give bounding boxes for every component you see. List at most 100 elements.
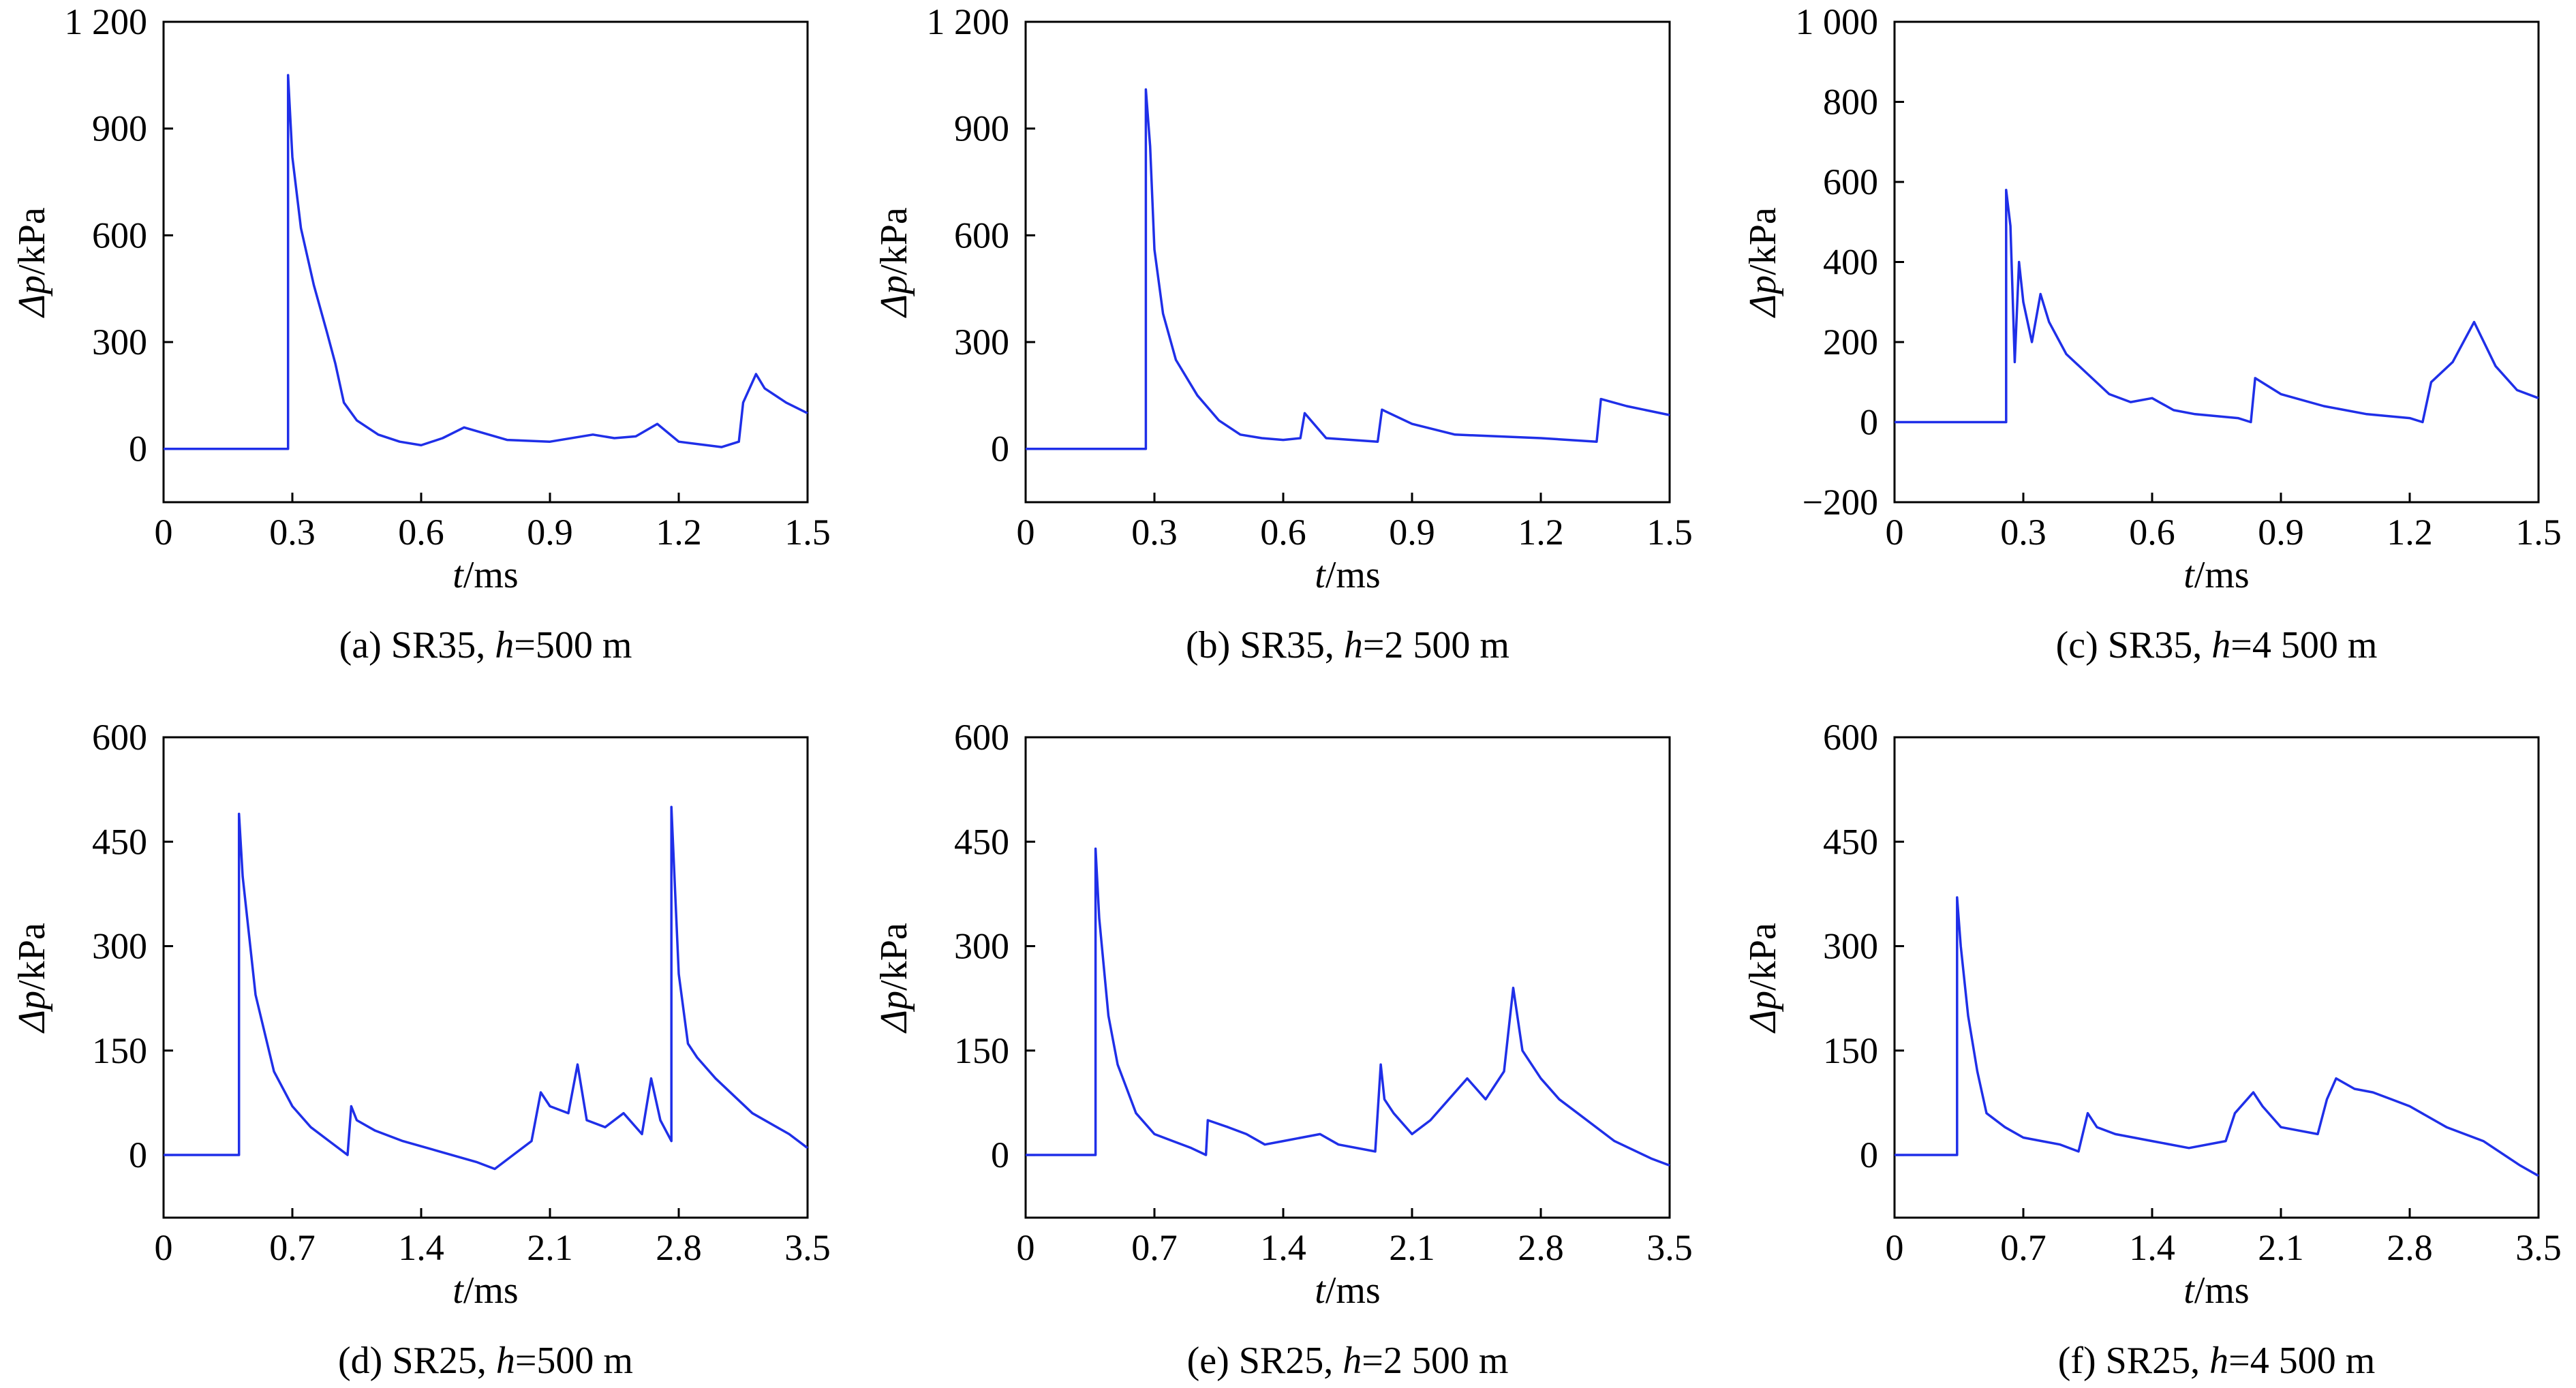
plot-frame — [162, 20, 809, 504]
y-tick-label: 150 — [1823, 1030, 1878, 1071]
y-axis-unit: /kPa — [873, 207, 915, 275]
y-axis-label: Δp/kPa — [11, 923, 53, 1034]
y-axis-unit: /kPa — [11, 923, 53, 991]
y-tick-label: −200 — [1803, 482, 1878, 523]
y-axis-var: Δp — [1742, 991, 1784, 1034]
panel-caption: (a) SR35, h=500 m — [339, 624, 632, 666]
y-tick-label: 600 — [954, 215, 1009, 256]
caption-prefix: (e) SR25, — [1187, 1340, 1343, 1382]
caption-var: h — [1344, 624, 1363, 666]
chart-panel-4: 0 0.7 1.4 2.1 2.8 3.5 0 150 300 450 600 t/ms Δp/kPa (… — [873, 717, 1693, 1382]
x-axis-var: t — [1315, 1269, 1326, 1312]
plot-frame — [1893, 736, 2540, 1219]
x-tick-label: 0 — [1017, 512, 1035, 553]
x-tick-label: 3.5 — [1646, 1227, 1693, 1268]
caption-suffix: =4 500 m — [2228, 1340, 2375, 1382]
panel-caption: (f) SR25, h=4 500 m — [2058, 1340, 2376, 1382]
series-line — [164, 805, 809, 1171]
x-tick-label: 1.4 — [398, 1227, 444, 1268]
x-axis-var: t — [2183, 1269, 2195, 1312]
x-axis-unit: /ms — [463, 554, 519, 596]
x-tick-label: 2.1 — [527, 1227, 573, 1268]
caption-suffix: =500 m — [514, 624, 632, 666]
series-line — [1026, 847, 1670, 1167]
x-axis-unit: /ms — [2194, 1269, 2250, 1312]
x-axis-unit: /ms — [1325, 1269, 1381, 1312]
x-tick-label: 0.9 — [527, 512, 573, 553]
y-tick-label: 450 — [954, 821, 1009, 862]
plot-frame — [1024, 20, 1671, 504]
y-tick-label: 1 200 — [927, 1, 1010, 42]
x-axis-label: t/ms — [2183, 1269, 2249, 1312]
y-tick-label: 450 — [92, 821, 147, 862]
series-line — [1895, 896, 2539, 1177]
x-tick-label: 0.9 — [2258, 512, 2304, 553]
x-tick-label: 1.2 — [2387, 512, 2433, 553]
y-tick-label: 300 — [92, 926, 147, 967]
caption-suffix: =2 500 m — [1362, 1340, 1508, 1382]
y-tick-label: 900 — [92, 108, 147, 149]
y-tick-label: 600 — [954, 717, 1009, 758]
y-axis-label: Δp/kPa — [1742, 207, 1784, 318]
y-axis-unit: /kPa — [11, 207, 53, 275]
x-axis-var: t — [2183, 554, 2195, 596]
panel-caption: (e) SR25, h=2 500 m — [1187, 1340, 1509, 1382]
y-tick-label: 800 — [1823, 82, 1878, 123]
y-tick-label: 600 — [1823, 161, 1878, 202]
x-axis-label: t/ms — [1315, 1269, 1380, 1312]
y-axis-var: Δp — [11, 991, 53, 1034]
x-tick-label: 2.8 — [656, 1227, 702, 1268]
caption-var: h — [1343, 1340, 1362, 1382]
x-tick-label: 1.5 — [2515, 512, 2562, 553]
chart-panel-5: 0 0.7 1.4 2.1 2.8 3.5 0 150 300 450 600 t/ms Δp/kPa (… — [1742, 717, 2562, 1382]
y-tick-label: 1 000 — [1796, 1, 1879, 42]
y-tick-label: 0 — [991, 1135, 1009, 1175]
caption-var: h — [2211, 624, 2230, 666]
series-line — [1895, 189, 2539, 424]
x-tick-label: 0.6 — [1260, 512, 1306, 553]
panel-caption: (b) SR35, h=2 500 m — [1186, 624, 1509, 666]
y-tick-label: 600 — [92, 215, 147, 256]
caption-var: h — [496, 1340, 515, 1382]
y-axis-var: Δp — [11, 275, 53, 318]
x-tick-label: 3.5 — [784, 1227, 831, 1268]
y-axis-label: Δp/kPa — [873, 207, 915, 318]
caption-suffix: =2 500 m — [1363, 624, 1509, 666]
x-axis-label: t/ms — [453, 1269, 518, 1312]
series-line — [1026, 88, 1670, 450]
x-tick-label: 0.6 — [2129, 512, 2175, 553]
x-tick-label: 2.1 — [2258, 1227, 2304, 1268]
caption-var: h — [2209, 1340, 2228, 1382]
caption-prefix: (d) SR25, — [338, 1340, 496, 1382]
x-tick-label: 0 — [155, 1227, 173, 1268]
x-tick-label: 1.5 — [1646, 512, 1693, 553]
y-tick-label: 300 — [1823, 926, 1878, 967]
y-tick-label: 600 — [92, 717, 147, 758]
x-tick-label: 2.1 — [1389, 1227, 1435, 1268]
x-tick-label: 0 — [155, 512, 173, 553]
y-axis-unit: /kPa — [873, 923, 915, 991]
caption-prefix: (c) SR35, — [2056, 624, 2212, 666]
x-tick-label: 3.5 — [2515, 1227, 2562, 1268]
y-tick-label: 0 — [129, 1135, 147, 1175]
x-tick-label: 0 — [1886, 1227, 1904, 1268]
x-tick-label: 0.3 — [269, 512, 316, 553]
x-tick-label: 0.7 — [2000, 1227, 2046, 1268]
y-tick-label: 400 — [1823, 242, 1878, 283]
caption-prefix: (f) SR25, — [2058, 1340, 2209, 1382]
y-tick-label: 150 — [954, 1030, 1009, 1071]
x-tick-label: 0 — [1017, 1227, 1035, 1268]
x-tick-label: 0.9 — [1389, 512, 1435, 553]
x-axis-unit: /ms — [1325, 554, 1381, 596]
plot-frame — [1024, 736, 1671, 1219]
x-axis-label: t/ms — [1315, 554, 1380, 596]
y-tick-label: 450 — [1823, 821, 1878, 862]
plot-frame — [1893, 20, 2540, 504]
panel-caption: (d) SR25, h=500 m — [338, 1340, 633, 1382]
y-axis-label: Δp/kPa — [11, 207, 53, 318]
x-tick-label: 0.7 — [1131, 1227, 1178, 1268]
x-axis-unit: /ms — [2194, 554, 2250, 596]
y-tick-label: 150 — [92, 1030, 147, 1071]
